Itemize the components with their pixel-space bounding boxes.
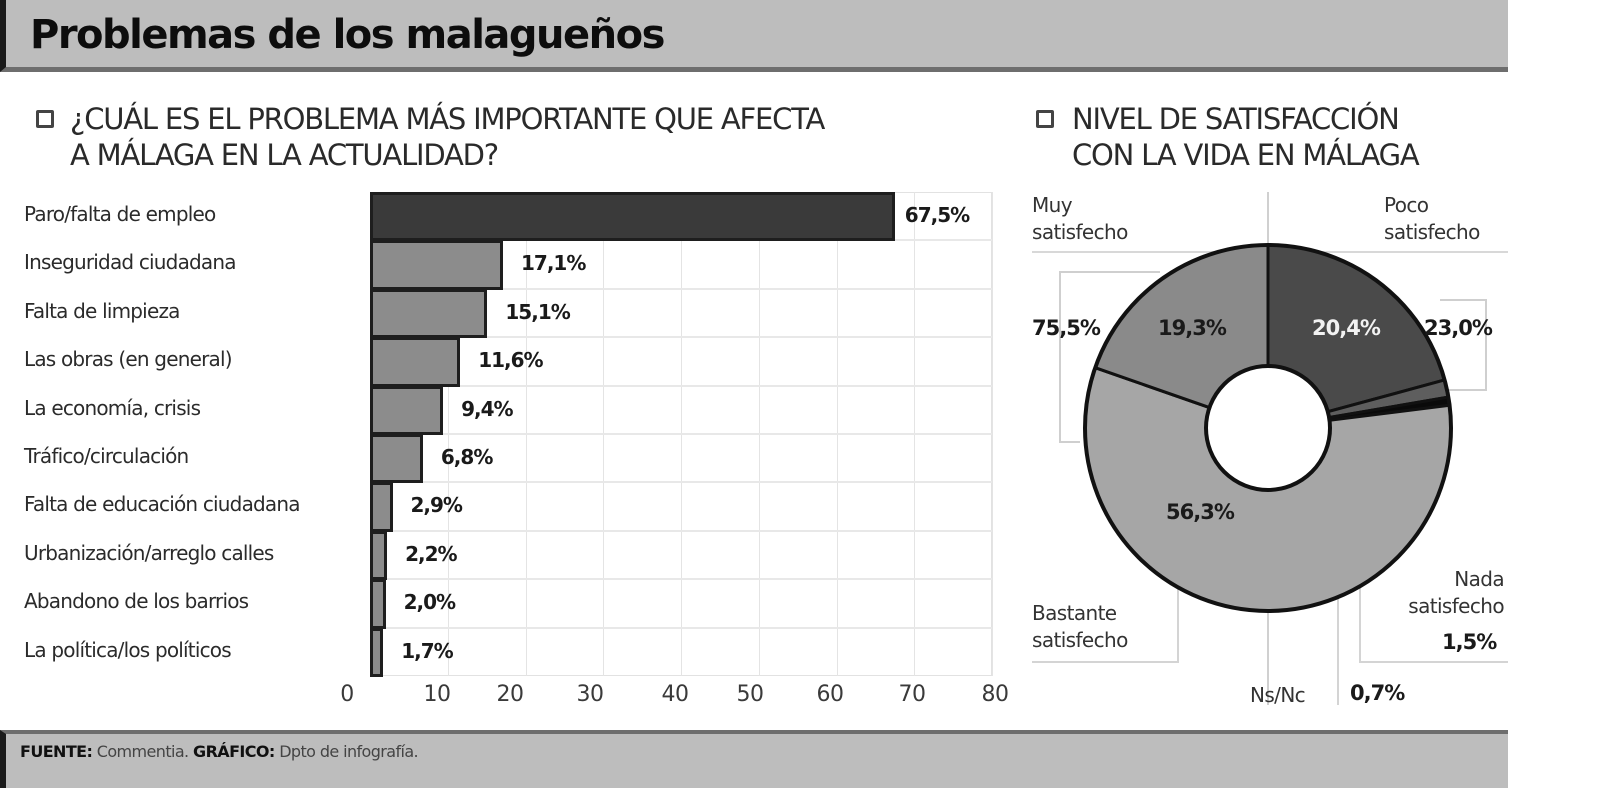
bar [370,192,895,242]
bar-value-label: 17,1% [521,251,586,276]
donut-chart-title-line1: Nivel de satisfacción [1072,102,1400,136]
category-label: La economía, crisis [24,395,201,420]
label-bastante-satisfecho: Bastante satisfecho [1032,601,1128,652]
footer-credits: FUENTE: Commentia. GRÁFICO: Dpto de info… [20,742,419,761]
label-ns-nc: Ns/Nc [1250,683,1306,707]
bar [370,288,488,339]
gridline-horizontal [370,626,992,629]
category-label: Abandono de los barrios [24,589,249,614]
bar-value-label: 15,1% [505,299,570,324]
label-muy-satisfecho: Muy satisfecho [1032,193,1128,244]
x-tick-label: 20 [496,682,525,707]
gridline-horizontal [370,433,992,435]
donut-segment [1325,378,1451,420]
page-title: Problemas de los malagueños [30,12,665,58]
bar [370,240,503,290]
gridline-horizontal [370,336,992,339]
bracket-nada [1359,440,1508,663]
source-value: Commentia. [96,742,189,761]
bar-value-label: 9,4% [461,396,513,421]
bracket-right [1440,299,1487,391]
bar-value-label: 2,9% [410,493,463,518]
value-poco-satisfecho: 20,4% [1312,316,1381,340]
bracket-left [1059,271,1160,443]
x-tick-label: 10 [423,682,452,707]
donut-hole [1204,364,1332,492]
x-tick-label: 50 [736,682,765,707]
bar [370,482,393,532]
category-label: Falta de educación ciudadana [24,492,301,517]
label-poco-satisfecho: Poco satisfecho [1384,193,1480,244]
bar [370,579,386,629]
value-nada-satisfecho: 1,5% [1442,630,1497,654]
graphic-value: Dpto de infografía. [279,742,419,761]
category-label: Tráfico/circulación [24,444,189,468]
bar [370,530,388,581]
value-muy-satisfecho: 19,3% [1158,316,1227,340]
square-bullet-icon [36,110,54,128]
bar [370,337,461,387]
x-tick-label: 0 [340,682,354,707]
donut-outline [1083,243,1453,613]
label-nada-satisfecho: Nada satisfecho [1408,567,1504,618]
gridline-horizontal [370,287,992,290]
footer-band: FUENTE: Commentia. GRÁFICO: Dpto de info… [0,730,1508,788]
bar-value-label: 1,7% [401,638,453,663]
category-label: Paro/falta de empleo [24,202,216,226]
bar-chart-title-line1: ¿Cuál es el problema más importante que … [70,102,825,136]
x-tick-label: 40 [661,682,690,707]
category-label: Falta de limpieza [24,298,180,323]
category-label: Urbanización/arreglo calles [24,540,274,565]
bar [370,627,384,677]
x-tick-label: 60 [816,682,845,707]
square-bullet-icon [1036,110,1054,128]
bar-value-label: 11,6% [478,348,543,373]
bar-value-label: 6,8% [440,445,493,469]
bar [370,434,423,484]
header-band: Problemas de los malagueños [0,0,1508,72]
bar-value-label: 2,2% [405,541,457,566]
bar [370,385,444,435]
category-label: Las obras (en general) [24,347,233,372]
gridline-horizontal [370,529,992,532]
x-tick-label: 80 [981,682,1010,707]
x-tick-label: 30 [576,682,605,707]
gridline-horizontal [370,481,992,484]
source-label: FUENTE: [20,742,93,761]
gridline-horizontal [370,384,992,387]
donut-segment [1327,395,1452,422]
value-bastante-satisfecho: 56,3% [1166,500,1235,524]
gridline-horizontal [370,578,992,581]
value-right-total: 23,0% [1424,316,1493,340]
bar-chart-title-line2: a Málaga en la actualidad? [70,138,499,172]
bar-value-label: 2,0% [403,590,456,615]
donut-chart-title-line2: con la vida en Málaga [1072,138,1420,172]
category-label: Inseguridad ciudadana [24,250,237,275]
gridline-vertical [992,192,993,676]
bar-value-label: 67,5% [904,203,970,227]
graphic-label: GRÁFICO: [193,742,275,761]
category-label: La política/los políticos [24,637,232,662]
x-tick-label: 70 [898,682,927,707]
value-left-total: 75,5% [1032,316,1101,340]
value-ns-nc: 0,7% [1350,681,1405,705]
